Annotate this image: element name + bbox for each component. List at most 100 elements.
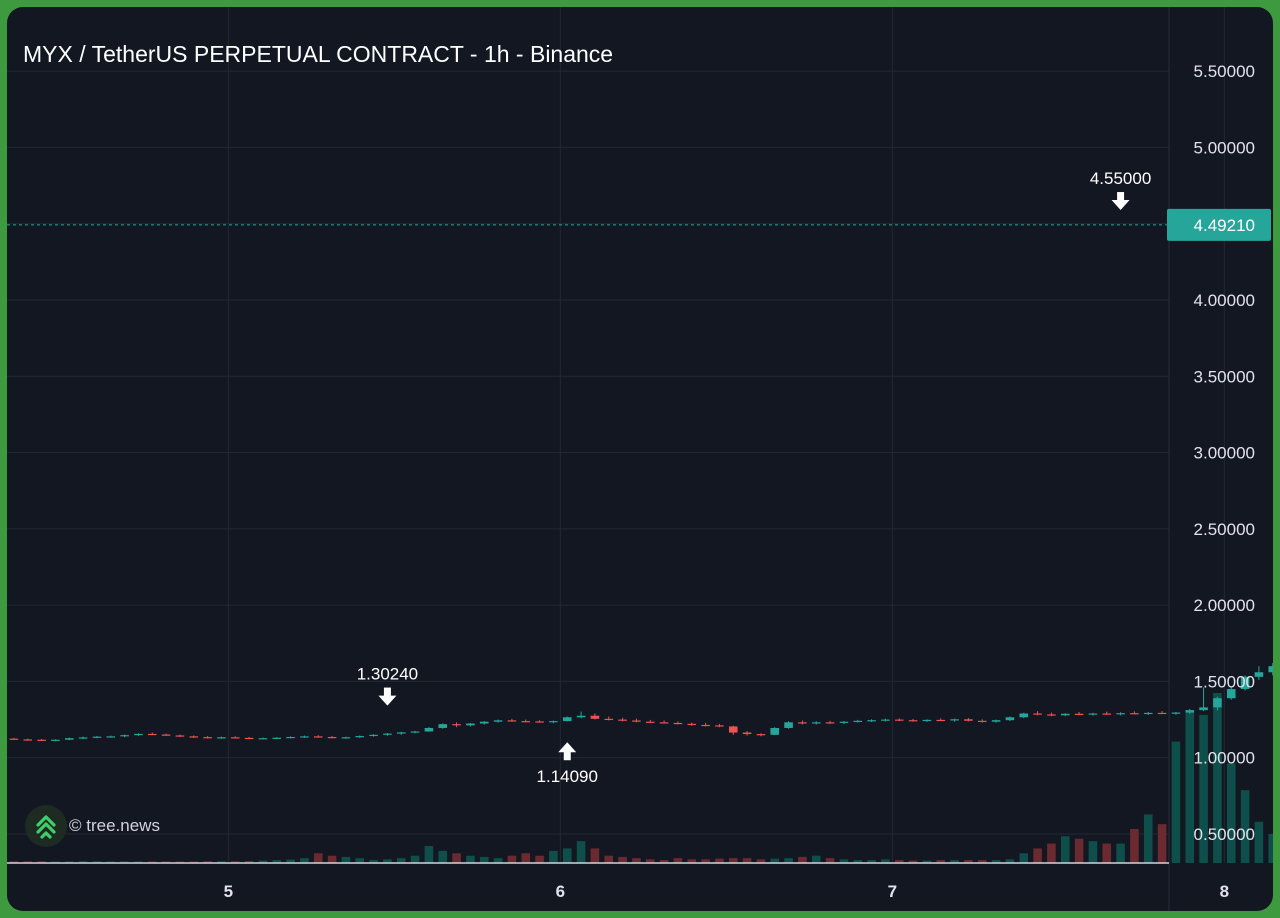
candle-body[interactable] <box>1005 717 1015 721</box>
volume-bar <box>479 856 489 863</box>
candle-body[interactable] <box>521 721 531 723</box>
candle-body[interactable] <box>894 719 904 721</box>
price-chart[interactable]: 0.50000 1.00000 1.50000 2.00000 2.50000 3.000… <box>7 7 1273 911</box>
candle-body[interactable] <box>64 738 74 740</box>
candle-body[interactable] <box>134 733 143 736</box>
candle-body[interactable] <box>300 736 309 738</box>
candle-body[interactable] <box>853 720 863 722</box>
candle-body[interactable] <box>908 720 918 722</box>
candle-body[interactable] <box>452 724 461 726</box>
candle-body[interactable] <box>1143 712 1153 715</box>
candle-body[interactable] <box>78 737 88 739</box>
candle-body[interactable] <box>549 721 558 723</box>
candle-body[interactable] <box>147 733 157 736</box>
candle-body[interactable] <box>1116 713 1125 715</box>
candle-body[interactable] <box>272 737 282 739</box>
candle-body[interactable] <box>867 720 876 722</box>
candle-body[interactable] <box>770 727 780 735</box>
candle-body[interactable] <box>51 739 60 741</box>
candle-body[interactable] <box>369 734 378 737</box>
candle-body[interactable] <box>396 732 406 734</box>
candle-body[interactable] <box>466 723 475 726</box>
high-annotation-label: 1.30240 <box>357 665 418 684</box>
candle-body[interactable] <box>230 737 240 739</box>
candle-body[interactable] <box>590 715 600 719</box>
candle-body[interactable] <box>881 719 890 721</box>
volume-bar <box>1213 693 1222 863</box>
candle-body[interactable] <box>9 738 19 740</box>
candle-body[interactable] <box>1157 712 1167 715</box>
candle-body[interactable] <box>1213 698 1222 708</box>
candle-body[interactable] <box>618 719 627 721</box>
candle-body[interactable] <box>562 717 572 722</box>
candle-body[interactable] <box>410 731 420 733</box>
candle-body[interactable] <box>175 735 185 737</box>
candle-body[interactable] <box>632 720 641 722</box>
candle-body[interactable] <box>479 721 489 724</box>
candle-body[interactable] <box>92 736 102 738</box>
candle-body[interactable] <box>576 715 586 718</box>
candle-body[interactable] <box>106 736 116 738</box>
candle-body[interactable] <box>1171 712 1181 714</box>
candle-body[interactable] <box>1130 713 1139 715</box>
candle-body[interactable] <box>438 724 448 728</box>
candle-body[interactable] <box>839 721 849 723</box>
y-tick-label: 1.50000 <box>1194 672 1255 691</box>
candle-body[interactable] <box>1240 676 1250 690</box>
candle-body[interactable] <box>756 734 766 736</box>
candle-body[interactable] <box>1268 666 1273 673</box>
candle-body[interactable] <box>23 739 33 741</box>
candle-body[interactable] <box>1088 713 1098 715</box>
candle-body[interactable] <box>424 727 434 732</box>
candle-body[interactable] <box>1074 713 1084 715</box>
candle-body[interactable] <box>120 735 129 737</box>
candles[interactable] <box>9 216 1273 742</box>
candle-body[interactable] <box>189 736 199 738</box>
candle-body[interactable] <box>1199 707 1208 711</box>
candle-body[interactable] <box>798 722 807 724</box>
candle-body[interactable] <box>950 719 959 721</box>
candle-body[interactable] <box>784 722 793 728</box>
candle-body[interactable] <box>991 720 1001 722</box>
candle-body[interactable] <box>825 722 835 724</box>
candle-body[interactable] <box>1033 713 1042 715</box>
candle-body[interactable] <box>1102 713 1112 715</box>
candle-body[interactable] <box>1047 714 1056 716</box>
candle-body[interactable] <box>964 719 973 721</box>
candle-body[interactable] <box>1019 713 1029 718</box>
candle-body[interactable] <box>161 734 171 736</box>
candle-body[interactable] <box>286 736 295 739</box>
candle-body[interactable] <box>383 733 392 735</box>
candle-body[interactable] <box>327 736 337 739</box>
candle-body[interactable] <box>604 718 614 721</box>
x-tick-label: 6 <box>556 882 565 901</box>
candle-body[interactable] <box>687 723 697 726</box>
candle-body[interactable] <box>728 726 738 733</box>
candle-body[interactable] <box>1254 672 1264 677</box>
candle-body[interactable] <box>1060 713 1070 716</box>
candle-body[interactable] <box>715 725 724 727</box>
candle-body[interactable] <box>535 721 544 723</box>
candle-body[interactable] <box>313 736 323 738</box>
candle-body[interactable] <box>1226 689 1236 699</box>
candle-body[interactable] <box>37 739 46 741</box>
candle-body[interactable] <box>936 719 946 722</box>
candle-body[interactable] <box>258 738 268 740</box>
candle-body[interactable] <box>673 722 683 725</box>
candle-body[interactable] <box>355 736 365 738</box>
candle-body[interactable] <box>811 722 821 724</box>
candle-body[interactable] <box>493 720 503 722</box>
candle-body[interactable] <box>507 720 517 722</box>
y-tick-label: 0.50000 <box>1194 825 1255 844</box>
candle-body[interactable] <box>1185 710 1195 713</box>
candle-body[interactable] <box>659 722 669 724</box>
candle-body[interactable] <box>922 719 932 722</box>
candle-body[interactable] <box>341 737 351 739</box>
candle-body[interactable] <box>977 720 987 722</box>
candle-body[interactable] <box>645 721 655 723</box>
candle-body[interactable] <box>203 737 212 739</box>
candle-body[interactable] <box>244 737 254 740</box>
candle-body[interactable] <box>217 737 226 739</box>
candle-body[interactable] <box>742 732 752 735</box>
candle-body[interactable] <box>701 724 710 727</box>
